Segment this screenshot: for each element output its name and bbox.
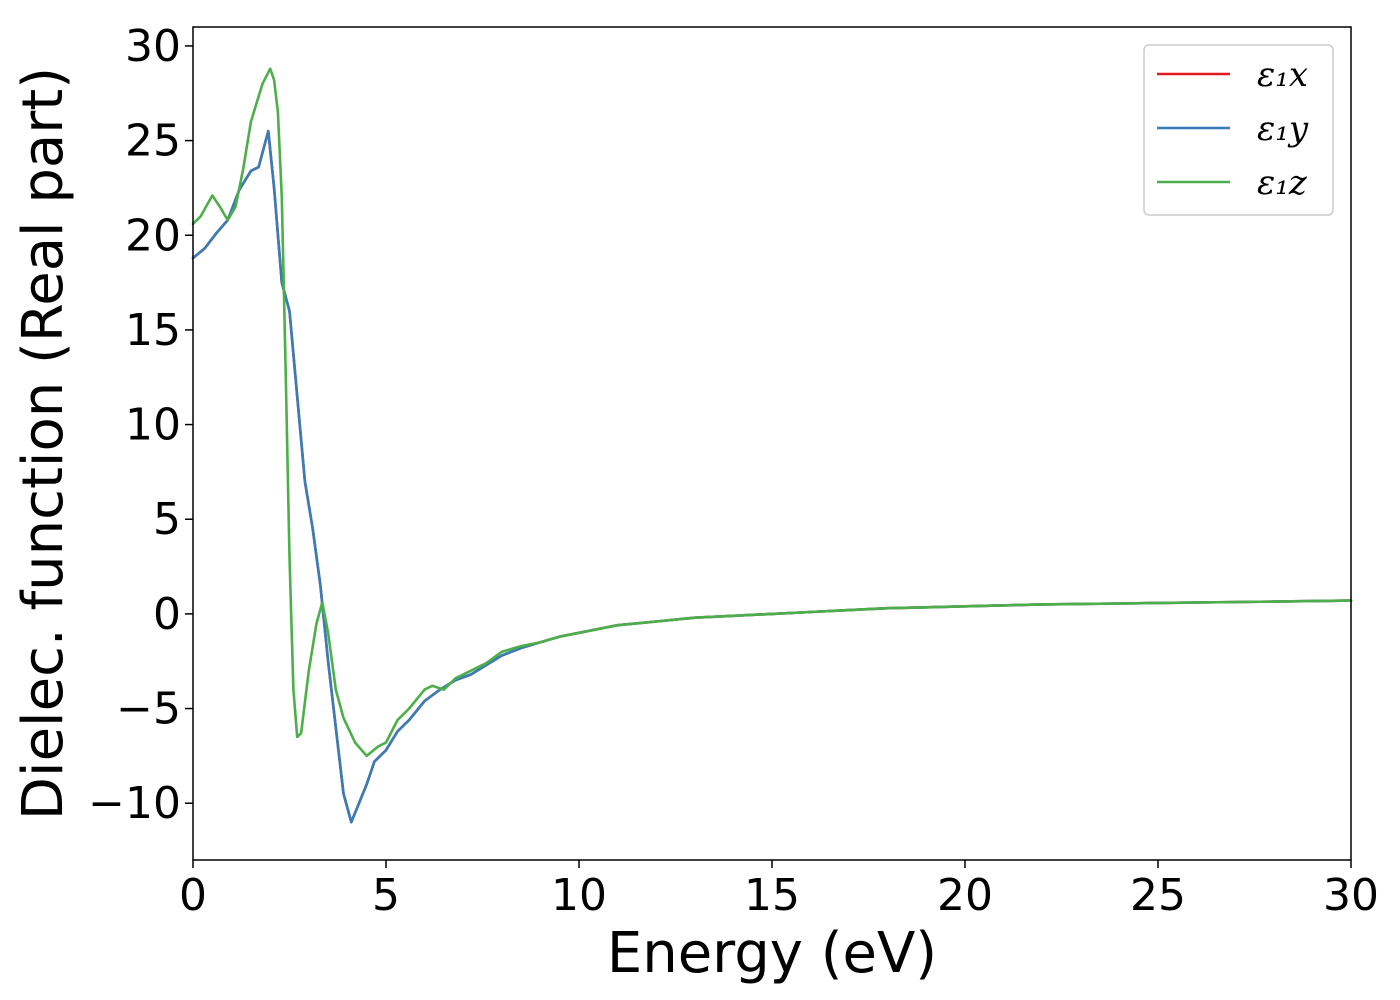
y-tick-label: −5 (116, 684, 181, 735)
legend-label-0: ε₁x (1257, 55, 1308, 95)
y-tick-label: 5 (153, 494, 181, 545)
legend-box (1143, 44, 1334, 216)
plot-lines (191, 67, 1353, 824)
x-axis-ticks: 0 5 10 15 20 25 30 (179, 860, 1379, 921)
series-line-2 (191, 67, 1353, 758)
y-tick-label: 15 (125, 305, 181, 356)
x-tick-label: 5 (372, 870, 400, 921)
x-tick-label: 20 (937, 870, 993, 921)
legend-label-2: ε₁z (1257, 163, 1308, 203)
legend: ε₁x ε₁y ε₁z (1143, 44, 1334, 216)
y-axis-title: Dielec. function (Real part) (11, 67, 76, 820)
y-axis-ticks: −10 −5 0 5 10 15 20 25 30 (88, 21, 193, 829)
y-tick-label: 0 (153, 589, 181, 640)
y-tick-label: −10 (88, 778, 181, 829)
x-tick-label: 25 (1130, 870, 1186, 921)
series-line-1 (191, 129, 1353, 824)
x-tick-label: 0 (179, 870, 207, 921)
y-tick-label: 10 (125, 400, 181, 451)
legend-label-1: ε₁y (1257, 109, 1309, 149)
x-axis-title: Energy (eV) (607, 921, 937, 986)
x-tick-label: 30 (1323, 870, 1379, 921)
series-line-0 (191, 129, 1353, 824)
y-tick-label: 25 (125, 116, 181, 167)
y-tick-label: 20 (125, 210, 181, 261)
y-tick-label: 30 (125, 21, 181, 72)
x-tick-label: 10 (551, 870, 607, 921)
x-tick-label: 15 (744, 870, 800, 921)
